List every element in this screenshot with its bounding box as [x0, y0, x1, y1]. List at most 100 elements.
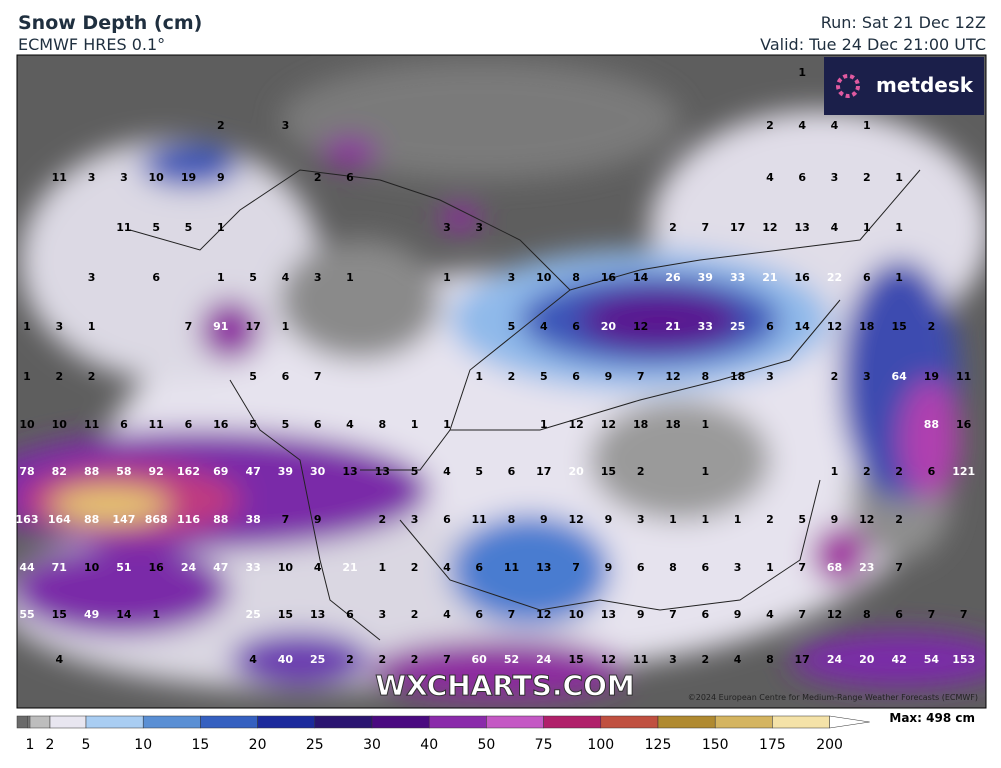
snow-value: 6 — [346, 608, 354, 621]
legend-swatch — [314, 715, 373, 729]
snow-value: 13 — [310, 608, 325, 621]
snow-value: 1 — [798, 66, 806, 79]
snow-value: 8 — [378, 418, 386, 431]
snow-field: metdesk WXCHARTS.COM ©2024 European Cent… — [17, 55, 986, 708]
snow-value: 9 — [540, 513, 548, 526]
legend-swatch — [714, 715, 773, 729]
legend-swatch — [200, 715, 258, 729]
snow-value: 7 — [701, 221, 709, 234]
snow-value: 42 — [891, 653, 906, 666]
snow-value: 88 — [213, 513, 228, 526]
snow-value: 6 — [475, 561, 483, 574]
snow-value: 3 — [831, 171, 839, 184]
snow-value: 11 — [52, 171, 67, 184]
snow-value: 49 — [84, 608, 99, 621]
legend-swatch — [27, 715, 31, 729]
snow-value: 7 — [443, 653, 451, 666]
snow-value: 52 — [504, 653, 519, 666]
snow-value: 1 — [895, 271, 903, 284]
snow-value: 24 — [536, 653, 552, 666]
snow-value: 4 — [831, 221, 839, 234]
snow-value: 12 — [536, 608, 551, 621]
snow-value: 17 — [795, 653, 810, 666]
legend-swatch — [16, 715, 29, 729]
snow-value: 1 — [540, 418, 548, 431]
snow-value: 38 — [245, 513, 260, 526]
snow-value: 10 — [149, 171, 165, 184]
legend-tick-label: 10 — [134, 737, 152, 753]
snow-value: 1 — [23, 370, 31, 383]
snow-value: 6 — [572, 370, 580, 383]
snow-value: 2 — [637, 465, 645, 478]
run-time: Run: Sat 21 Dec 12Z — [820, 13, 986, 32]
legend-tick-label: 25 — [306, 737, 324, 753]
snow-value: 13 — [342, 465, 357, 478]
legend-swatch — [600, 715, 659, 729]
snow-value: 5 — [185, 221, 193, 234]
snow-value: 6 — [637, 561, 645, 574]
snow-value: 9 — [217, 171, 225, 184]
snow-value: 10 — [19, 418, 35, 431]
snow-value: 33 — [730, 271, 745, 284]
snow-value: 9 — [605, 513, 613, 526]
legend-arrow — [829, 715, 870, 729]
snow-value: 2 — [411, 561, 419, 574]
snow-value: 1 — [88, 320, 96, 333]
snow-value: 2 — [831, 370, 839, 383]
snow-value: 16 — [795, 271, 811, 284]
snow-value: 2 — [928, 320, 936, 333]
snow-value: 9 — [314, 513, 322, 526]
snow-value: 9 — [605, 370, 613, 383]
snow-value: 1 — [669, 513, 677, 526]
snow-value: 16 — [601, 271, 617, 284]
snow-value: 1 — [217, 271, 225, 284]
snow-value: 164 — [48, 513, 71, 526]
snow-value: 7 — [508, 608, 516, 621]
snow-value: 13 — [601, 608, 616, 621]
snow-value: 15 — [278, 608, 293, 621]
snow-value: 7 — [637, 370, 645, 383]
snow-value: 1 — [895, 221, 903, 234]
snow-value: 17 — [730, 221, 745, 234]
snow-value: 47 — [245, 465, 260, 478]
snow-value: 17 — [245, 320, 260, 333]
snow-value: 20 — [859, 653, 875, 666]
snow-value: 6 — [766, 320, 774, 333]
snow-value: 6 — [185, 418, 193, 431]
snow-value: 1 — [701, 418, 709, 431]
snow-value: 4 — [443, 561, 451, 574]
snow-value: 40 — [278, 653, 294, 666]
snow-value: 7 — [282, 513, 290, 526]
snow-value: 1 — [23, 320, 31, 333]
snow-value: 12 — [762, 221, 777, 234]
snow-value: 6 — [443, 513, 451, 526]
snow-value: 5 — [249, 370, 257, 383]
title: Snow Depth (cm) — [18, 12, 203, 34]
legend-swatch — [257, 715, 316, 729]
snow-value: 2 — [217, 119, 225, 132]
snow-value: 4 — [443, 465, 451, 478]
logo: metdesk — [876, 73, 974, 97]
snow-value: 7 — [928, 608, 936, 621]
snow-value: 7 — [895, 561, 903, 574]
legend-swatch — [142, 715, 201, 729]
snow-value: 51 — [116, 561, 131, 574]
snow-value: 11 — [472, 513, 487, 526]
snow-value: 12 — [827, 608, 842, 621]
legend-swatch — [371, 715, 430, 729]
snow-value: 88 — [84, 465, 99, 478]
snow-value: 3 — [863, 370, 871, 383]
legend-tick-label: 100 — [587, 737, 614, 753]
snow-value: 8 — [863, 608, 871, 621]
snow-value: 11 — [633, 653, 648, 666]
snow-value: 1 — [701, 513, 709, 526]
snow-value: 15 — [568, 653, 583, 666]
snow-value: 5 — [508, 320, 516, 333]
snow-value: 78 — [19, 465, 34, 478]
snow-value: 3 — [766, 370, 774, 383]
snow-value: 7 — [185, 320, 193, 333]
snow-value: 7 — [960, 608, 968, 621]
legend-swatch — [49, 715, 87, 729]
snow-value: 10 — [52, 418, 68, 431]
legend-tick-label: 175 — [759, 737, 786, 753]
